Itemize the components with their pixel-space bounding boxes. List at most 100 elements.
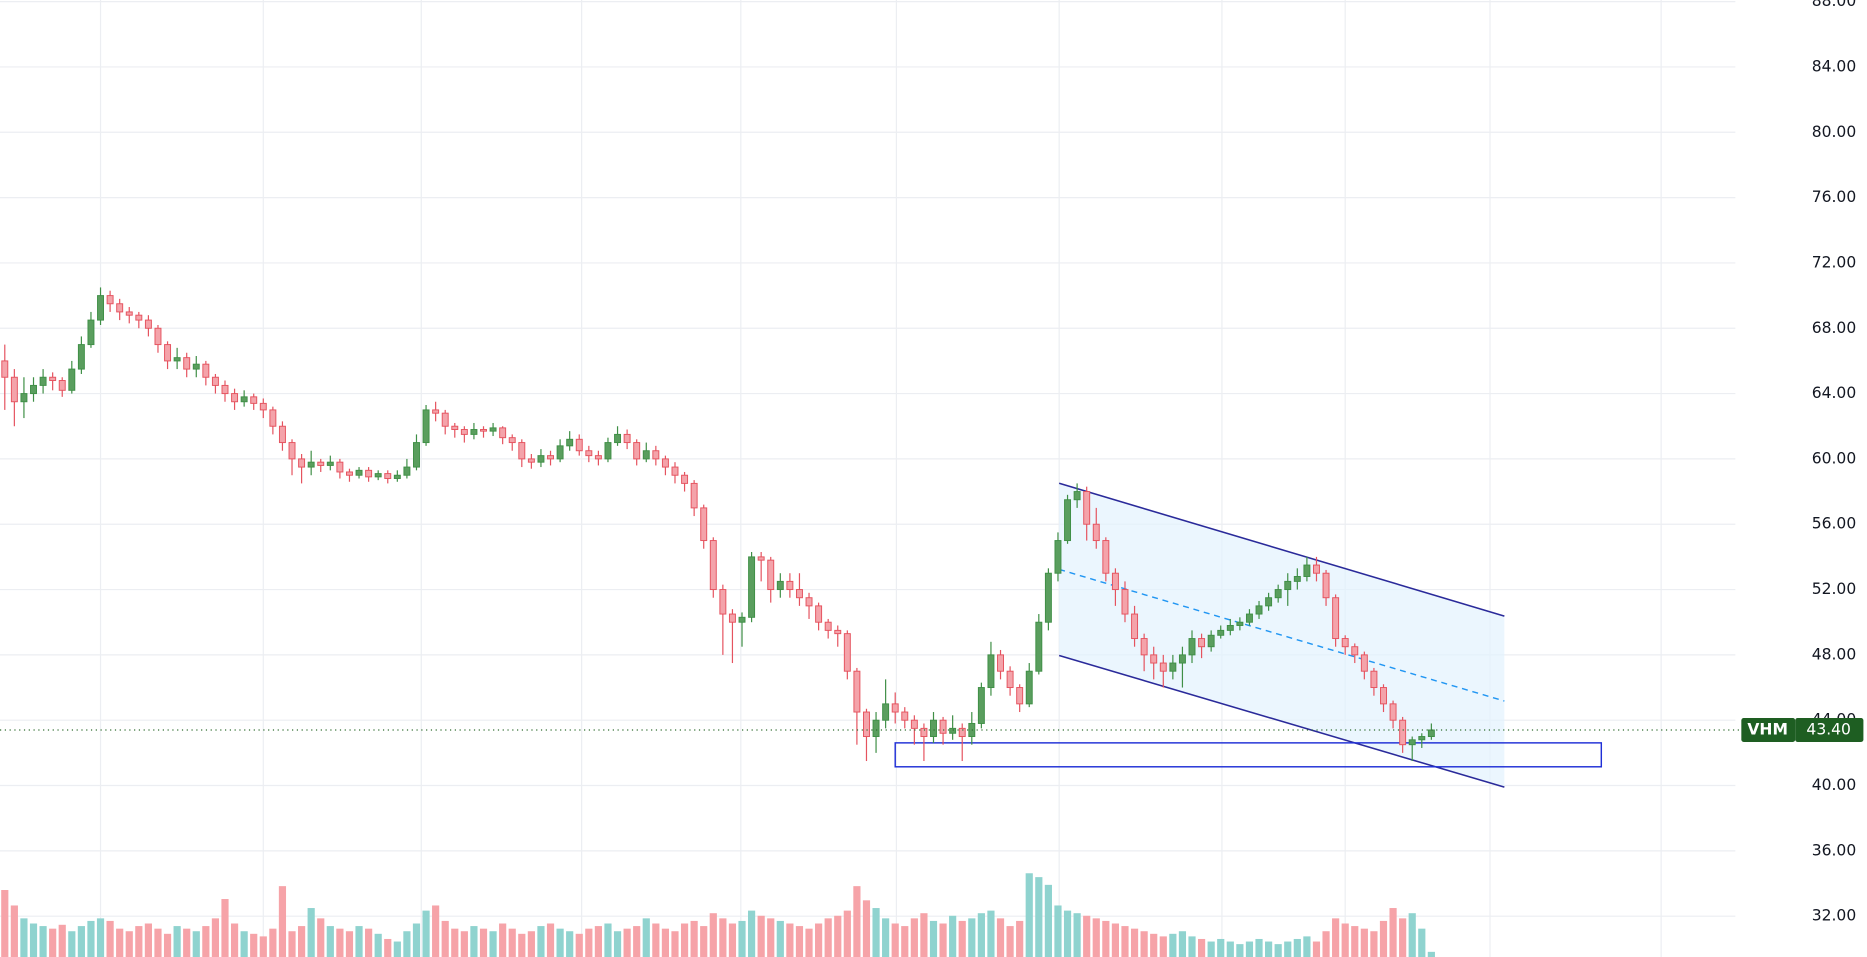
volume-bar	[298, 926, 306, 957]
volume-bar	[10, 905, 18, 957]
volume-bar	[1284, 941, 1292, 957]
candle-body	[135, 314, 143, 321]
volume-bar	[68, 931, 76, 957]
candle-body	[106, 295, 114, 305]
candle-body	[451, 425, 459, 430]
candle-body	[709, 540, 717, 591]
channel-upper	[1058, 482, 1505, 617]
candle-body	[1064, 499, 1072, 542]
candle-body	[259, 402, 267, 411]
candle-body	[1016, 687, 1024, 705]
candle-body	[1380, 687, 1387, 705]
volume-bar	[901, 926, 909, 957]
candle-body	[623, 433, 631, 444]
candle-body	[480, 429, 487, 432]
channel-mid	[1058, 568, 1505, 702]
volume-bar	[1418, 928, 1426, 957]
y-tick-label: 80.00	[1812, 123, 1857, 141]
volume-bar	[882, 918, 890, 957]
y-tick-label: 64.00	[1812, 384, 1857, 402]
candle-body	[815, 605, 823, 623]
volume-bar	[805, 928, 813, 957]
volume-bar	[49, 928, 57, 957]
candle-body	[1198, 638, 1206, 648]
candle-body	[1083, 491, 1091, 525]
candle-body	[68, 368, 76, 391]
candle-body	[97, 295, 105, 321]
candle-body	[192, 363, 200, 370]
candle-body	[269, 409, 277, 427]
candle-body	[1351, 646, 1359, 656]
volume-bar	[1197, 938, 1206, 957]
volume-bar	[1332, 918, 1340, 957]
volume-bar	[652, 923, 660, 957]
volume-bar	[202, 926, 210, 957]
volume-bar	[786, 923, 794, 957]
volume-bar	[355, 926, 363, 957]
candle-body	[384, 473, 392, 479]
volume-bar	[1102, 920, 1110, 957]
volume-bar	[1217, 938, 1225, 957]
volume-bar	[767, 918, 775, 957]
candles	[1, 287, 1435, 762]
candle-body	[173, 357, 181, 362]
candle-body	[288, 442, 296, 460]
volume-bar	[527, 931, 535, 957]
candle-body	[652, 450, 660, 460]
candle-body	[460, 429, 468, 435]
volume-bar	[317, 918, 325, 957]
y-tick-label: 52.00	[1812, 580, 1857, 598]
candle-body	[853, 670, 861, 713]
candle-body	[355, 469, 363, 476]
volume-bar	[996, 918, 1005, 957]
symbol-label: VHM	[1747, 721, 1788, 739]
volume-bar	[1427, 951, 1435, 957]
candle-body	[949, 727, 957, 734]
candle-body	[1073, 491, 1081, 501]
candle-body	[728, 613, 736, 623]
volume-bar	[211, 918, 220, 957]
volume-bar	[585, 928, 593, 957]
volume	[1, 873, 1435, 957]
candle-body	[413, 442, 420, 468]
candle-body	[77, 344, 85, 370]
candle-body	[594, 455, 602, 460]
volume-bar	[259, 936, 267, 957]
volume-bar	[460, 931, 468, 957]
volume-bar	[77, 926, 85, 957]
volume-bar	[269, 928, 277, 957]
candle-body	[1389, 703, 1397, 721]
candle-body	[556, 445, 564, 460]
y-tick-label: 48.00	[1812, 645, 1857, 663]
candle-body	[518, 442, 526, 460]
volume-bar	[872, 908, 880, 957]
volume-bar	[1025, 873, 1033, 957]
candle-body	[671, 466, 679, 476]
candle-body	[125, 311, 133, 316]
y-tick-label: 32.00	[1812, 907, 1857, 925]
candle-body	[757, 556, 765, 561]
volume-bar	[642, 918, 650, 957]
candle-body	[1054, 540, 1062, 574]
volume-bar	[776, 920, 784, 957]
candle-body	[1140, 638, 1148, 656]
volume-bar	[1140, 931, 1148, 957]
volume-bar	[1083, 915, 1091, 957]
volume-bar	[1245, 941, 1254, 957]
candle-body	[863, 711, 870, 738]
candle-body	[1178, 654, 1186, 664]
volume-bar	[815, 923, 823, 957]
volume-bar	[623, 928, 631, 957]
volume-bar	[1399, 918, 1407, 957]
volume-bar	[192, 931, 200, 957]
candle-body	[1025, 670, 1033, 705]
candle-body	[1102, 540, 1110, 574]
candle-body	[748, 556, 756, 618]
candle-body	[1092, 523, 1100, 542]
volume-bar	[738, 920, 746, 957]
candle-body	[1006, 670, 1014, 689]
candle-body	[1044, 572, 1052, 623]
volume-bar	[1379, 920, 1388, 957]
candle-body	[1313, 564, 1320, 574]
volume-bar	[154, 928, 162, 957]
